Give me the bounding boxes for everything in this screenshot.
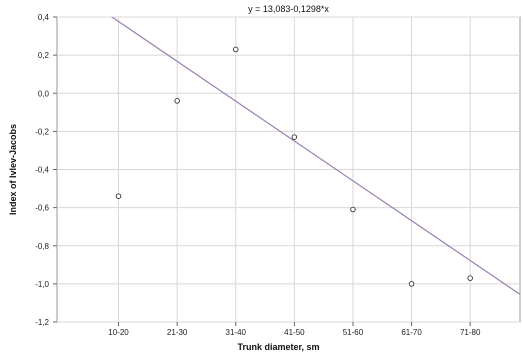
x-tick-label: 61-70 [401, 328, 422, 337]
data-point [233, 46, 239, 53]
x-tick-label: 31-40 [226, 328, 247, 337]
y-axis-label: Index of Ivlev-Jacobs [8, 124, 18, 215]
y-tick-label: -0,8 [35, 242, 49, 251]
data-point [467, 275, 473, 281]
x-tick-label: 51-60 [343, 328, 364, 337]
data-point [174, 98, 180, 104]
y-tick-label: 0,0 [38, 89, 50, 98]
data-point [291, 134, 298, 140]
y-tick-label: -1,2 [35, 318, 49, 327]
x-tick-label: 41-50 [284, 328, 305, 337]
y-tick-label: 0,2 [38, 51, 50, 60]
x-tick-label: 21-30 [167, 328, 188, 337]
regression-line [110, 17, 520, 295]
data-point [350, 206, 356, 213]
x-axis-label: Trunk diameter, sm [237, 342, 319, 352]
x-tick-label: 10-20 [108, 328, 129, 337]
y-tick-label: -1,0 [35, 280, 49, 289]
x-tick-label: 71-80 [460, 328, 481, 337]
data-point [408, 281, 415, 287]
y-tick-label: -0,6 [35, 204, 49, 213]
data-point [115, 193, 122, 199]
chart-title: y = 13,083-0,1298*x [248, 4, 329, 14]
y-tick-label: -0,4 [35, 166, 49, 175]
y-tick-label: -0,2 [35, 127, 49, 136]
y-tick-label: 0,4 [38, 13, 50, 22]
